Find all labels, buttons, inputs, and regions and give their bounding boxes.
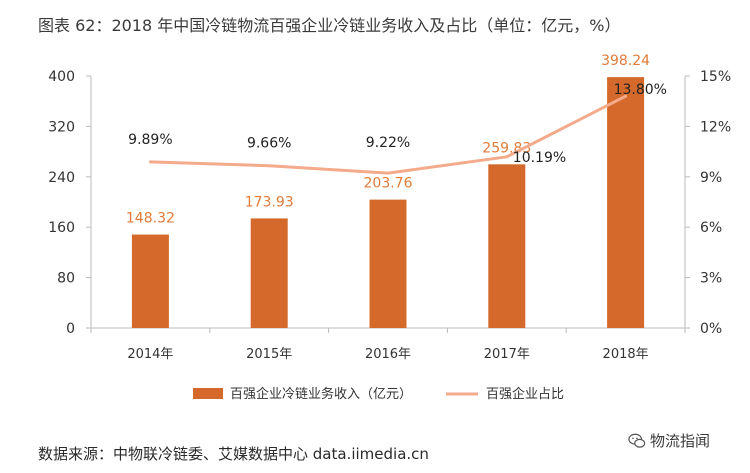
line-data-label: 13.80% [614, 82, 667, 98]
watermark-text: 物流指闻 [650, 432, 711, 450]
y-left-tick-label: 240 [48, 170, 75, 186]
y-right-tick-label: 6% [700, 220, 722, 236]
y-left-tick-label: 160 [48, 220, 75, 236]
bar [131, 234, 169, 328]
y-left-tick-label: 0 [66, 321, 75, 337]
source-note: 数据来源：中物联冷链委、艾媒数据中心 data.iimedia.cn [38, 445, 429, 463]
x-tick-label: 2018年 [603, 347, 649, 362]
watermark: 物流指闻 [628, 430, 710, 451]
legend-bar-label: 百强企业冷链业务收入（亿元） [230, 386, 412, 402]
bar-data-label: 148.32 [126, 211, 175, 227]
line-point [505, 155, 509, 159]
wechat-icon [628, 433, 646, 448]
y-left-tick-label: 80 [57, 271, 75, 287]
line-point [386, 171, 390, 175]
legend-bar-swatch [193, 388, 223, 399]
line-data-label: 9.22% [366, 135, 410, 151]
line-point [267, 164, 271, 168]
y-right-tick-label: 9% [700, 170, 722, 186]
bar [250, 218, 288, 328]
bar [488, 164, 526, 328]
y-right-tick-label: 3% [700, 271, 722, 287]
y-right-tick-label: 0% [700, 321, 722, 337]
line-data-label: 10.19% [513, 150, 566, 166]
bar [607, 77, 645, 329]
line-data-label: 9.89% [128, 132, 172, 148]
legend-line-label: 百强企业占比 [486, 386, 564, 402]
y-right-tick-label: 12% [700, 119, 731, 135]
x-tick-label: 2017年 [484, 347, 530, 362]
x-tick-label: 2015年 [246, 347, 292, 362]
line-point [624, 94, 628, 98]
chart-title: 图表 62：2018 年中国冷链物流百强企业冷链业务收入及占比（单位：亿元，%） [38, 16, 621, 35]
x-tick-label: 2016年 [365, 347, 411, 362]
y-right-tick-label: 15% [700, 69, 731, 85]
bar-data-label: 398.24 [601, 53, 650, 69]
line-point [148, 160, 152, 164]
y-left-tick-label: 320 [48, 119, 75, 135]
bar [369, 199, 407, 328]
line-data-label: 9.66% [247, 136, 291, 152]
y-left-tick-label: 400 [48, 69, 75, 85]
x-tick-label: 2014年 [127, 347, 173, 362]
bar-data-label: 259.83 [482, 140, 531, 156]
bar-data-label: 203.76 [364, 176, 413, 192]
bar-data-label: 173.93 [245, 194, 294, 210]
